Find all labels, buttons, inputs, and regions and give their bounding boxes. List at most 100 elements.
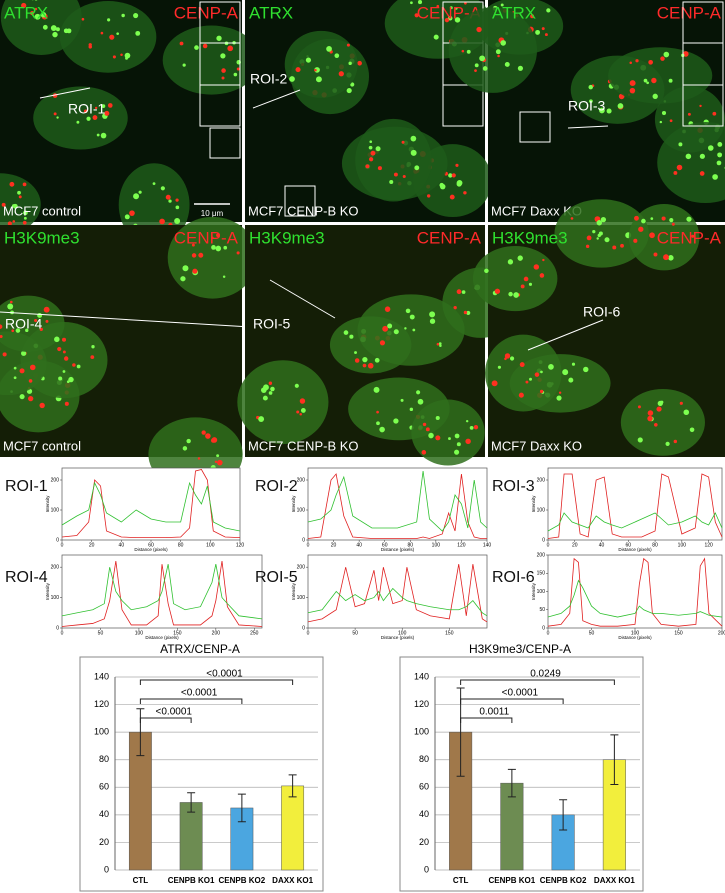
focus (179, 41, 184, 46)
significance-bracket (139, 717, 192, 723)
y-tick-label: 100 (537, 589, 546, 595)
x-tick-label: 100 (135, 630, 144, 636)
roi-title: ROI-2 (255, 478, 298, 495)
focus (90, 355, 95, 360)
focus (455, 163, 459, 167)
focus (449, 194, 455, 200)
focus (375, 146, 381, 152)
focus (461, 49, 465, 53)
y-tick-label: 200 (537, 552, 546, 558)
focus (473, 425, 479, 430)
focus (216, 35, 222, 41)
y-tick-label: 0 (424, 864, 429, 874)
focus (519, 362, 525, 368)
chart-title: ATRX/CENP-A (160, 642, 240, 656)
focus (91, 345, 95, 349)
focus (107, 18, 111, 22)
focus (669, 218, 674, 223)
focus (300, 408, 306, 413)
focus (25, 328, 29, 333)
nucleus (167, 216, 258, 299)
focus (686, 216, 692, 222)
micrograph (0, 0, 261, 247)
y-tick-label: 200 (51, 564, 60, 570)
focus (22, 220, 27, 225)
y-axis-label: Intensity (531, 495, 536, 513)
focus (109, 34, 115, 40)
x-tick-label: 80 (178, 542, 184, 548)
focus (12, 220, 16, 223)
focus (2, 352, 7, 357)
nucleus (284, 30, 358, 98)
focus (268, 391, 273, 395)
nucleus (628, 203, 700, 271)
focus (539, 389, 544, 394)
focus (400, 398, 404, 402)
focus (668, 78, 673, 83)
p-value: <0.0001 (502, 688, 539, 699)
scale-label: 10 μm (201, 209, 224, 218)
focus (414, 165, 420, 171)
focus (447, 15, 453, 21)
focus (668, 255, 674, 261)
focus (463, 191, 467, 195)
channel-label: CENP-A (174, 228, 239, 247)
focus (428, 432, 434, 439)
x-tick-label: 0 (547, 630, 550, 636)
focus (135, 30, 141, 36)
focus (454, 433, 460, 439)
focus (652, 93, 658, 100)
focus (295, 67, 301, 73)
focus (525, 380, 529, 384)
focus (61, 337, 67, 342)
x-tick-label: 120 (236, 542, 245, 548)
focus (650, 217, 654, 220)
y-tick-label: 0 (56, 537, 59, 543)
focus (262, 395, 268, 401)
focus (367, 362, 374, 369)
focus (23, 216, 27, 220)
x-axis-label: Distance (pixels) (381, 635, 415, 640)
focus (479, 55, 486, 62)
focus (120, 53, 123, 57)
focus (541, 27, 545, 31)
focus (83, 109, 88, 114)
focus (121, 13, 125, 18)
focus (56, 116, 59, 119)
focus (421, 450, 427, 455)
focus (583, 366, 589, 373)
x-tick-label: 150 (674, 630, 683, 636)
x-axis-label: Distance (pixels) (145, 635, 179, 640)
focus (39, 402, 45, 409)
focus (412, 328, 416, 332)
y-tick-label: 100 (537, 507, 546, 513)
focus (258, 416, 265, 423)
y-axis-label: Intensity (291, 495, 296, 513)
focus (586, 235, 592, 241)
focus (523, 276, 529, 282)
focus (604, 237, 610, 243)
focus (362, 356, 368, 363)
focus (198, 252, 204, 258)
focus (717, 152, 723, 158)
focus (299, 413, 302, 416)
focus (448, 173, 453, 178)
focus (223, 245, 228, 250)
focus (10, 300, 13, 304)
y-axis-label: Intensity (45, 582, 50, 600)
focus (540, 370, 543, 374)
focus (474, 69, 477, 73)
focus (45, 319, 49, 323)
focus (28, 396, 34, 402)
focus (656, 406, 662, 412)
focus (376, 410, 379, 414)
y-tick-label: 100 (94, 727, 109, 737)
focus (588, 84, 593, 90)
x-tick-label: 100 (206, 542, 215, 548)
focus (518, 392, 524, 398)
focus (484, 268, 489, 274)
x-tick-label: 40 (356, 542, 362, 548)
x-tick-label: 0 (61, 542, 64, 548)
focus (629, 87, 636, 94)
roi-label: ROI-4 (5, 316, 43, 332)
